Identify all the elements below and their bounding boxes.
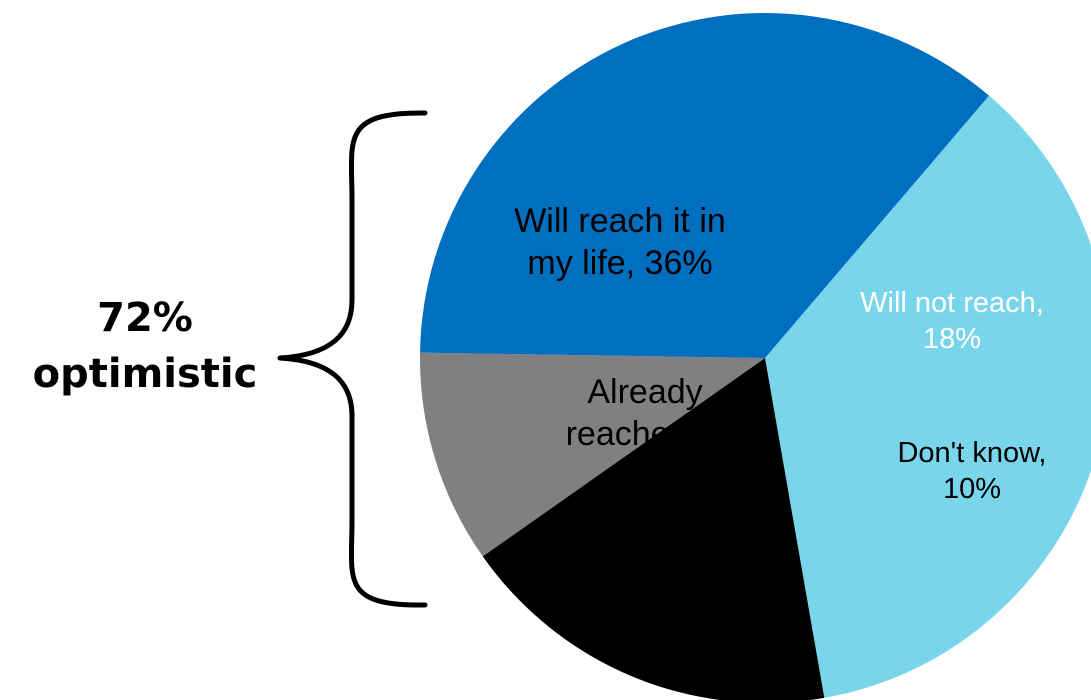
optimistic-percent: 72% xyxy=(97,295,193,341)
slice-label-line: Don't know, xyxy=(897,437,1046,469)
pie-slice-already-reached-it xyxy=(420,12,990,359)
slice-label-line: 36% xyxy=(611,457,679,495)
slice-label-line: 18% xyxy=(923,323,981,355)
slice-label-line: Will reach it in xyxy=(514,202,726,240)
slice-label-line: Already xyxy=(587,373,702,411)
pie-labels: Will reach it in my life, 36% Will not rea… xyxy=(514,202,1046,505)
slice-label-line: 10% xyxy=(943,473,1001,505)
optimistic-label: optimistic xyxy=(32,351,258,397)
slice-label-will-not-reach: Will not reach, 18% xyxy=(860,287,1044,355)
grouping-brace xyxy=(277,110,428,608)
pie-slice-don-t-know xyxy=(419,352,765,557)
slice-label-line: my life, 36% xyxy=(527,244,712,282)
slice-label-line: Will not reach, xyxy=(860,287,1044,319)
pie-slice-will-reach-it-in-my-life xyxy=(765,95,1091,698)
slice-label-don-t-know: Don't know, 10% xyxy=(897,437,1046,505)
pie-slices xyxy=(419,12,1091,700)
slice-label-will-reach-it-in-my-life: Will reach it in my life, 36% xyxy=(514,202,726,282)
slice-label-already-reached-it: Already reached it, 36% xyxy=(566,373,725,495)
pie-slice-will-not-reach xyxy=(482,358,825,700)
slice-label-line: reached it, xyxy=(566,415,725,453)
optimistic-annotation: 72% optimistic xyxy=(0,290,290,402)
